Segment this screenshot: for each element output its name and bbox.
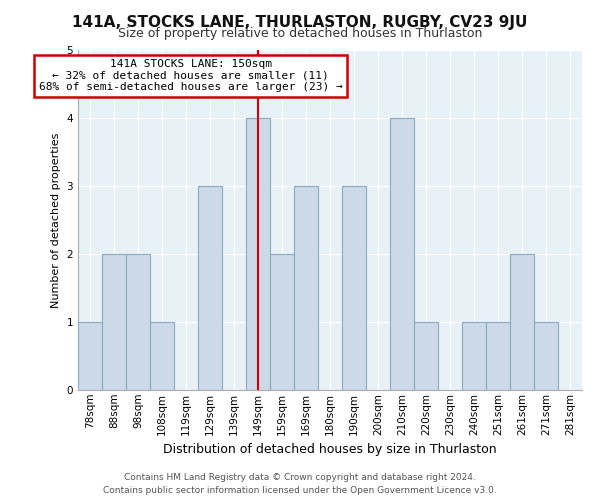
Bar (150, 322, 174, 390)
Bar (126, 254, 150, 390)
Bar (270, 254, 294, 390)
Bar (294, 186, 318, 390)
Bar (198, 186, 222, 390)
Text: Size of property relative to detached houses in Thurlaston: Size of property relative to detached ho… (118, 28, 482, 40)
Text: 141A, STOCKS LANE, THURLASTON, RUGBY, CV23 9JU: 141A, STOCKS LANE, THURLASTON, RUGBY, CV… (73, 15, 527, 30)
Bar (246, 118, 270, 390)
Bar (510, 254, 534, 390)
Bar (486, 322, 510, 390)
Bar (78, 322, 102, 390)
Y-axis label: Number of detached properties: Number of detached properties (51, 132, 61, 308)
Bar (414, 322, 438, 390)
Text: 141A STOCKS LANE: 150sqm
← 32% of detached houses are smaller (11)
68% of semi-d: 141A STOCKS LANE: 150sqm ← 32% of detach… (39, 59, 343, 92)
Bar (102, 254, 126, 390)
Bar (342, 186, 366, 390)
Bar (534, 322, 558, 390)
Bar (390, 118, 414, 390)
Bar (462, 322, 486, 390)
Text: Contains HM Land Registry data © Crown copyright and database right 2024.
Contai: Contains HM Land Registry data © Crown c… (103, 473, 497, 495)
X-axis label: Distribution of detached houses by size in Thurlaston: Distribution of detached houses by size … (163, 443, 497, 456)
